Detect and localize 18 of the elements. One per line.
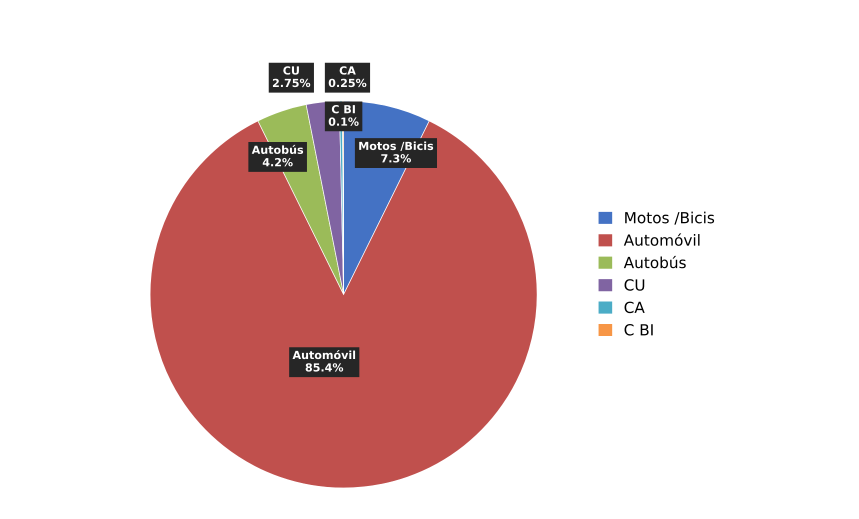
legend-label: C BI — [624, 324, 653, 336]
slice-label: Autobús — [252, 144, 304, 154]
slice-label: Motos /Bicis — [359, 141, 434, 151]
legend-label: Motos /Bicis — [625, 212, 714, 225]
slice-label: Automóvil — [292, 350, 356, 360]
data-label: 0.25% — [328, 78, 366, 88]
slice-label: CA — [340, 66, 356, 75]
data-label: 0.1% — [328, 117, 359, 126]
data-label: 4.2% — [262, 158, 293, 166]
legend-label: CU — [624, 279, 644, 291]
data-label: 7.3% — [381, 154, 412, 163]
slice-label: CU — [283, 66, 299, 75]
legend-label: CA — [624, 302, 645, 314]
data-label: 85.4% — [306, 363, 344, 372]
data-label: 2.75% — [272, 78, 310, 88]
legend-label: Automóvil — [624, 233, 700, 246]
slice-label: C BI — [332, 104, 355, 114]
legend-label: Autobús — [624, 256, 686, 268]
